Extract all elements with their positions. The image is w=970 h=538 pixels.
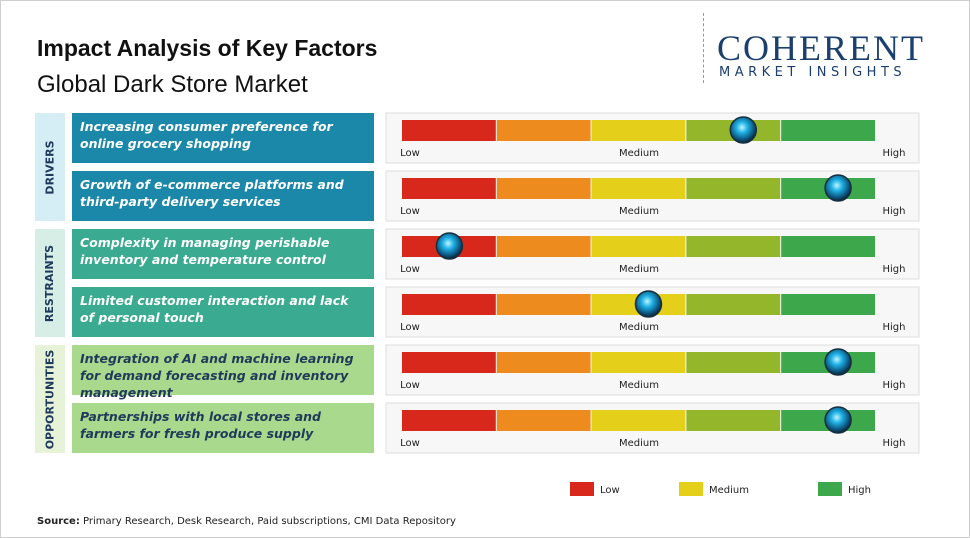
scale-label: Low <box>400 438 420 449</box>
group-side: OPPORTUNITIES <box>35 345 65 453</box>
scale-label: High <box>883 380 906 391</box>
scale-label: Medium <box>619 438 659 449</box>
factor: Growth of e-commerce platforms and third… <box>72 171 374 221</box>
scale-segment <box>496 120 591 141</box>
scale-segment <box>496 178 591 199</box>
legend-label: Medium <box>709 485 749 496</box>
logo-tagline: MARKET INSIGHTS <box>719 65 907 80</box>
scale-label: Medium <box>619 148 659 159</box>
scale-segment <box>591 352 686 373</box>
legend-label: Low <box>600 485 620 496</box>
scale-segment <box>496 236 591 257</box>
title: Impact Analysis of Key Factors <box>37 35 378 61</box>
source-text: Primary Research, Desk Research, Paid su… <box>83 516 456 527</box>
scale-label: Medium <box>619 264 659 275</box>
scale-label: High <box>883 264 906 275</box>
impact-marker <box>435 232 464 260</box>
group-label: RESTRAINTS <box>43 244 57 322</box>
source-label: Source: <box>37 516 80 527</box>
scale-segment <box>591 410 686 431</box>
factor: Integration of AI and machine learning f… <box>72 345 374 400</box>
scale-label: Medium <box>619 206 659 217</box>
impact-marker <box>824 406 852 434</box>
scale-label: Low <box>400 148 420 159</box>
separator <box>703 13 704 83</box>
logo-name: COHERENT <box>717 28 925 68</box>
scale-label: Low <box>400 322 420 333</box>
scale-segment <box>496 352 591 373</box>
scale-segment <box>402 352 496 373</box>
impact-marker <box>824 174 852 202</box>
scale-segment <box>686 178 781 199</box>
factor: Partnerships with local stores and farme… <box>72 403 374 453</box>
scale-label: High <box>883 322 906 333</box>
impact-marker <box>729 116 758 144</box>
scale-label: Low <box>400 380 420 391</box>
scale-segment <box>781 294 875 315</box>
subtitle: Global Dark Store Market <box>37 71 308 98</box>
legend-swatch <box>570 482 594 496</box>
group-label: OPPORTUNITIES <box>43 349 57 449</box>
scale-segment <box>591 236 686 257</box>
scale-label: High <box>883 438 906 449</box>
group-label: DRIVERS <box>43 139 57 195</box>
scale-segment <box>686 352 781 373</box>
scale-label: Low <box>400 264 420 275</box>
impact-marker <box>634 290 663 318</box>
impact-marker <box>824 348 852 376</box>
legend-swatch <box>679 482 703 496</box>
legend-swatch <box>818 482 842 496</box>
scale-segment <box>402 120 496 141</box>
scale-segment <box>686 236 781 257</box>
scale-segment <box>686 410 781 431</box>
scale-segment <box>496 410 591 431</box>
scale-segment <box>781 236 875 257</box>
scale-segment <box>591 178 686 199</box>
scale-segment <box>591 120 686 141</box>
scale-segment <box>402 178 496 199</box>
factor: Limited customer interaction and lack of… <box>72 287 374 337</box>
scale-segment <box>686 294 781 315</box>
legend-label: High <box>848 485 871 496</box>
scale-segment <box>496 294 591 315</box>
scale-label: High <box>883 206 906 217</box>
group-side: DRIVERS <box>35 113 65 221</box>
scale-segment <box>781 120 875 141</box>
scale-label: Low <box>400 206 420 217</box>
scale-label: Medium <box>619 380 659 391</box>
source: Source: Primary Research, Desk Research,… <box>37 516 456 527</box>
factor: Complexity in managing perishable invent… <box>72 229 374 279</box>
scale-label: High <box>883 148 906 159</box>
group-side: RESTRAINTS <box>35 229 65 337</box>
scale-segment <box>402 294 496 315</box>
scale-segment <box>402 410 496 431</box>
factor: Increasing consumer preference for onlin… <box>72 113 374 163</box>
scale-label: Medium <box>619 322 659 333</box>
